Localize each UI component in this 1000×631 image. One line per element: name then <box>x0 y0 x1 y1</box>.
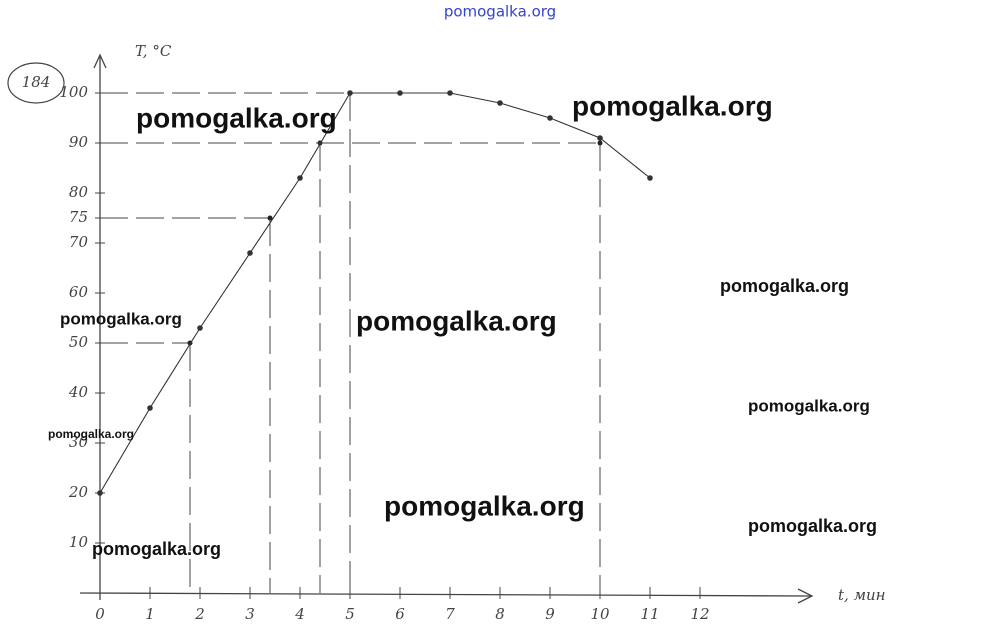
x-tick-label: 1 <box>145 605 155 623</box>
point <box>247 250 253 256</box>
point <box>597 135 603 141</box>
watermark: pomogalka.org <box>136 102 337 133</box>
watermark: pomogalka.org <box>720 276 849 296</box>
watermark: pomogalka.org <box>572 90 773 121</box>
point <box>447 90 453 96</box>
watermark: pomogalka.org <box>92 539 221 559</box>
y-tick-label: 10 <box>69 533 89 551</box>
watermark: pomogalka.org <box>356 305 557 336</box>
point <box>647 175 653 181</box>
reference-point <box>597 140 603 146</box>
x-tick-label: 10 <box>590 605 610 623</box>
x-tick-label: 4 <box>294 605 305 623</box>
y-tick-label: 80 <box>69 183 89 201</box>
y-tick-label: 50 <box>69 333 89 351</box>
y-tick-label: 60 <box>69 283 89 301</box>
x-tick-label: 9 <box>545 605 555 623</box>
y-arrow <box>93 53 107 69</box>
x-tick-label: 2 <box>194 605 205 623</box>
line <box>99 92 651 494</box>
x-tick-label: 12 <box>690 605 709 623</box>
x-tick-label: 8 <box>495 605 505 623</box>
y-tick-label: 30 <box>69 433 89 451</box>
watermark: pomogalka.org <box>748 396 870 415</box>
watermark: pomogalka.org <box>60 309 182 328</box>
x-axis-label: t, мин <box>838 586 886 604</box>
x-tick-label: 6 <box>395 605 405 623</box>
watermark: pomogalka.org <box>384 490 585 521</box>
y-tick-label: 75 <box>69 208 88 226</box>
y-tick-label: 100 <box>59 83 88 101</box>
point <box>397 90 403 96</box>
point <box>297 175 303 181</box>
y-tick-label: 70 <box>69 233 89 251</box>
problem-number: 184 <box>22 73 51 91</box>
y-tick-label: 40 <box>68 383 89 401</box>
watermark: pomogalka.org <box>48 427 134 441</box>
x-axis <box>79 592 813 597</box>
x-tick-label: 7 <box>445 605 455 623</box>
point <box>547 115 553 121</box>
x-tick-label: 0 <box>95 605 105 623</box>
problem-circle <box>7 62 65 104</box>
x-tick-label: 5 <box>345 605 355 623</box>
x-tick-label: 11 <box>640 605 659 623</box>
y-tick-label: 20 <box>68 483 89 501</box>
point <box>497 100 503 106</box>
y-axis-label: T, °C <box>135 42 172 60</box>
y-tick-label: 90 <box>69 133 89 151</box>
point <box>147 405 153 411</box>
point <box>347 90 353 96</box>
reference-point <box>267 215 273 221</box>
site-header: pomogalka.org <box>444 3 556 21</box>
x-tick-label: 3 <box>245 605 255 623</box>
x-arrow <box>797 588 814 604</box>
point <box>197 325 203 331</box>
point <box>97 490 103 496</box>
watermark: pomogalka.org <box>748 516 877 536</box>
